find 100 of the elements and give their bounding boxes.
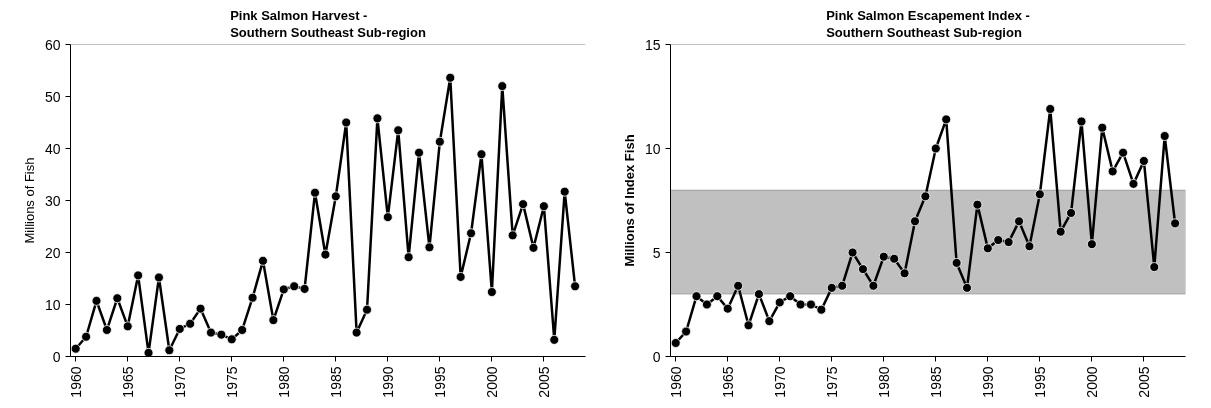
point [816, 304, 827, 315]
point [507, 230, 518, 241]
point [712, 291, 723, 302]
x-tick-label: 1985 [927, 366, 944, 398]
point [122, 321, 133, 332]
point [351, 327, 362, 338]
point [1066, 208, 1076, 218]
x-tick-label: 1980 [875, 366, 892, 398]
point [1014, 216, 1024, 227]
point [528, 242, 539, 253]
point [330, 191, 341, 202]
x-tick-label: 1975 [223, 366, 240, 398]
y-tick-label: 10 [44, 296, 61, 313]
point [174, 324, 185, 334]
point [1024, 241, 1035, 252]
point [764, 316, 775, 327]
y-tick-label: 40 [44, 140, 61, 157]
point [362, 304, 372, 315]
point [237, 325, 248, 335]
point [497, 81, 508, 91]
point [878, 251, 889, 262]
point [1076, 116, 1087, 127]
point [1003, 237, 1014, 247]
x-tick-label: 1965 [719, 366, 736, 398]
point [549, 334, 560, 345]
point [691, 291, 702, 302]
point [403, 252, 414, 263]
point [1128, 178, 1139, 189]
point [341, 117, 352, 128]
x-tick-label: 1995 [431, 366, 448, 398]
point [216, 329, 227, 340]
point [826, 282, 837, 293]
y-tick-label: 50 [44, 88, 61, 105]
point [858, 264, 868, 275]
point [889, 253, 900, 264]
point [112, 293, 123, 304]
point [476, 149, 487, 160]
point [559, 186, 570, 197]
x-tick-label: 1980 [275, 366, 292, 398]
y-axis-title: Millions of Fish [21, 157, 37, 244]
point [445, 72, 456, 83]
x-tick-label: 2005 [1135, 366, 1152, 398]
point [278, 284, 289, 295]
x-tick-label: 1990 [979, 366, 996, 398]
point [910, 216, 920, 227]
y-tick-label: 0 [652, 348, 661, 365]
point [681, 326, 692, 337]
point [754, 289, 764, 299]
y-axis-title: Millions of Index Fish [621, 134, 637, 267]
point [733, 280, 744, 291]
point [1097, 122, 1108, 133]
point [962, 282, 972, 293]
point [133, 270, 144, 281]
point [299, 284, 310, 294]
point [570, 281, 580, 292]
x-tick-label: 2000 [483, 366, 500, 398]
y-tick-label: 60 [44, 36, 61, 53]
point [206, 327, 216, 338]
point [81, 331, 92, 342]
point [774, 297, 785, 308]
y-tick-label: 15 [644, 36, 661, 53]
point [518, 199, 528, 210]
point [70, 343, 81, 354]
x-tick-label: 1985 [327, 366, 344, 398]
point [143, 347, 154, 357]
point [195, 303, 206, 314]
point [941, 114, 952, 125]
point [486, 287, 497, 297]
point [1034, 189, 1045, 200]
point [920, 191, 931, 202]
point [466, 228, 476, 239]
point [1045, 104, 1056, 114]
point [972, 199, 983, 210]
point [1086, 239, 1097, 250]
point [982, 243, 993, 254]
y-tick-label: 20 [44, 244, 61, 261]
point [670, 338, 681, 348]
y-tick-label: 30 [44, 192, 61, 209]
point [1107, 166, 1118, 177]
x-tick-label: 2000 [1083, 366, 1100, 398]
x-tick-label: 1995 [1031, 366, 1048, 398]
x-tick-label: 1970 [171, 366, 188, 398]
point [414, 147, 424, 158]
point [393, 125, 404, 136]
point [289, 281, 300, 292]
point [434, 136, 445, 147]
y-tick-label: 5 [652, 244, 661, 261]
point [993, 235, 1004, 245]
point [185, 318, 196, 329]
point [164, 345, 175, 356]
point [226, 334, 237, 345]
point [91, 295, 102, 306]
point [1149, 262, 1160, 272]
x-tick-label: 2005 [535, 366, 552, 398]
point [837, 280, 848, 291]
x-tick-label: 1975 [823, 366, 840, 398]
point [1055, 226, 1066, 237]
point [538, 201, 549, 212]
point [722, 303, 733, 314]
point [320, 249, 331, 260]
